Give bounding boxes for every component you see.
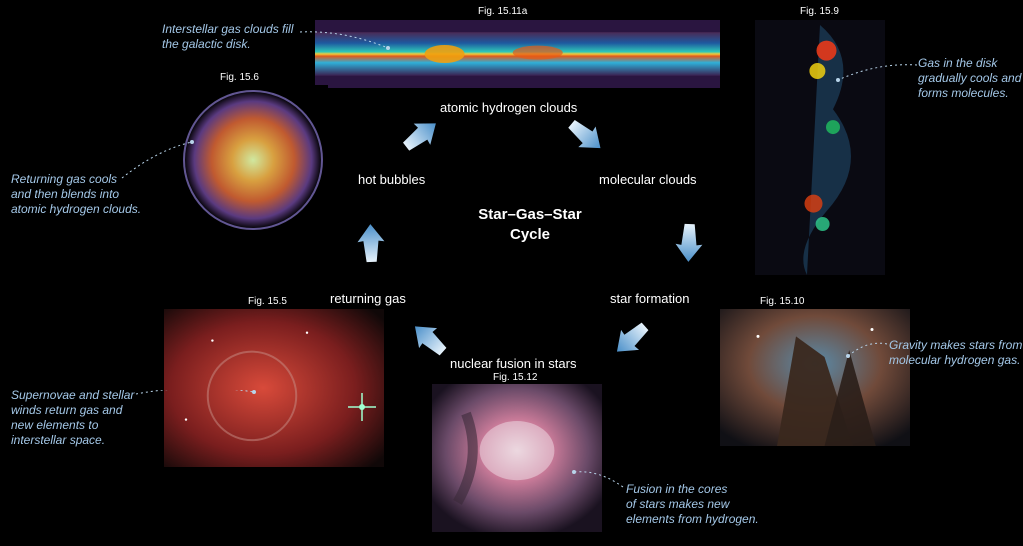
fig-caption-fig_5: Fig. 15.5: [248, 296, 287, 307]
stage-label-returning: returning gas: [330, 291, 406, 306]
cycle-arrow-1: [667, 221, 710, 264]
fig-caption-fig_11a: Fig. 15.11a: [478, 6, 527, 17]
annotation-ann_supernovae: Supernovae and stellar winds return gas …: [11, 388, 134, 448]
fig-caption-fig_9: Fig. 15.9: [800, 6, 839, 17]
annotation-ann_disk: Interstellar gas clouds fill the galacti…: [162, 22, 293, 52]
astro-image-fig_5: [164, 309, 384, 467]
stage-label-formation: star formation: [610, 291, 689, 306]
fig-caption-fig_10: Fig. 15.10: [760, 296, 804, 307]
annotation-ann_returning: Returning gas cools and then blends into…: [11, 172, 141, 217]
cycle-title-text: Star–Gas–Star Cycle: [478, 206, 581, 243]
stage-label-molecular: molecular clouds: [599, 172, 697, 187]
cycle-arrow-4: [349, 221, 392, 264]
cycle-title: Star–Gas–Star Cycle: [470, 205, 590, 244]
annotation-ann_cools: Gas in the disk gradually cools and form…: [918, 56, 1021, 101]
stage-label-bubbles: hot bubbles: [358, 172, 425, 187]
astro-image-fig_9: [755, 20, 885, 275]
astro-image-fig_12: [432, 384, 602, 532]
annotation-ann_gravity: Gravity makes stars from molecular hydro…: [889, 338, 1022, 368]
stage-label-fusion: nuclear fusion in stars: [450, 356, 576, 371]
astro-image-fig_6: [178, 85, 328, 235]
fig-caption-fig_6: Fig. 15.6: [220, 72, 259, 83]
cycle-arrow-0: [556, 106, 615, 165]
cycle-arrow-2: [601, 309, 660, 368]
astro-image-fig_10: [720, 309, 910, 446]
annotation-ann_fusion: Fusion in the cores of stars makes new e…: [626, 482, 759, 527]
stage-label-atomic: atomic hydrogen clouds: [440, 100, 577, 115]
astro-image-fig_11a: [315, 20, 720, 88]
fig-caption-fig_12: Fig. 15.12: [493, 372, 537, 383]
